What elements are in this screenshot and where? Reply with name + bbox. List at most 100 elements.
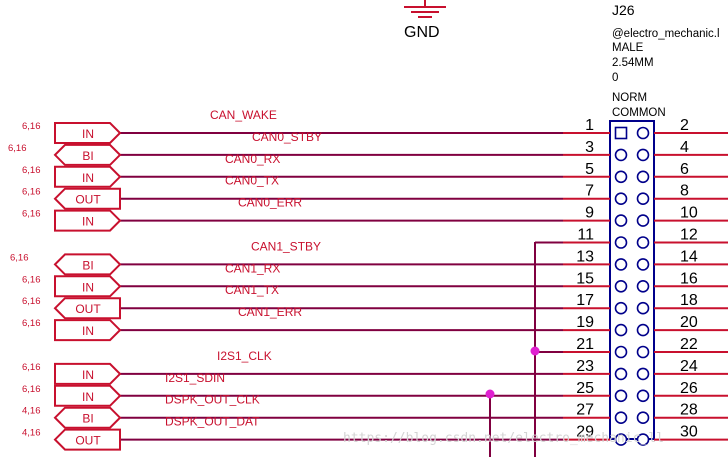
pin-number: 19 [576, 314, 594, 331]
port-symbol [54, 384, 122, 407]
connector-refdes: J26 [612, 2, 635, 18]
port-symbol [53, 143, 122, 166]
junction-dot [485, 389, 495, 399]
port-ref: 6,16 [22, 384, 41, 395]
pin-number: 14 [680, 248, 698, 265]
port-symbol [53, 428, 121, 451]
connector-attributes: J26 @electro_mechanic.l MALE 2.54MM 0 NO… [612, 2, 720, 119]
pin-hole [636, 367, 650, 381]
pin-hole [614, 301, 628, 315]
net-label: CAN1_ERR [238, 305, 302, 319]
pin-hole [636, 389, 650, 403]
connector-attr: NORM [612, 92, 647, 104]
pin-number: 4 [680, 139, 689, 156]
net-label: DSPK_OUT_DAT [165, 415, 260, 429]
pin-hole [636, 345, 650, 359]
pin-hole [636, 433, 650, 446]
pin-hole [614, 148, 628, 162]
pin-number: 7 [585, 183, 594, 200]
port-symbol [53, 253, 122, 276]
pin-hole [636, 258, 650, 271]
pin-number: 1 [585, 117, 594, 134]
pin-hole [636, 214, 650, 227]
net-label: CAN0_ERR [238, 196, 302, 210]
port-direction: IN [82, 171, 94, 185]
pin-number: 16 [680, 270, 698, 287]
port-direction: OUT [75, 302, 101, 316]
vertical-wires [485, 242, 540, 457]
port-direction: IN [82, 215, 94, 229]
pin-number: 10 [680, 205, 698, 222]
port-symbol [53, 187, 121, 210]
pin-number: 26 [680, 380, 698, 397]
net-label: CAN0_RX [225, 152, 280, 166]
pin-number: 28 [680, 402, 698, 419]
pin-number: 23 [576, 358, 594, 375]
port-direction: BI [82, 412, 93, 426]
port-ref: 6,16 [8, 143, 27, 154]
pin-number: 3 [585, 139, 594, 156]
pin-hole [614, 258, 628, 271]
pin-number: 30 [680, 424, 698, 441]
port-symbol [53, 297, 121, 320]
port-symbol [54, 122, 122, 144]
connector-attr: @electro_mechanic.l [612, 28, 720, 40]
pin-number: 24 [680, 358, 698, 375]
port-ref: 6,16 [22, 165, 41, 176]
port-direction: BI [82, 149, 93, 163]
pin-number: 18 [680, 292, 698, 309]
watermark: https://blog.csdn.net/electro_mechanic_l… [343, 431, 664, 446]
net-label: CAN_WAKE [210, 108, 277, 122]
pin-hole [614, 411, 628, 425]
pin-hole [636, 236, 650, 249]
pin-hole [614, 367, 628, 381]
pin-number: 17 [576, 292, 594, 309]
connector-attr: 0 [612, 72, 618, 84]
pin-number: 8 [680, 183, 689, 200]
port-direction: IN [82, 324, 94, 338]
port-direction: IN [82, 127, 94, 141]
pin-hole [636, 126, 650, 140]
pin-hole [636, 170, 650, 184]
port-ref: 4,16 [22, 406, 41, 417]
pin-number: 2 [680, 117, 689, 134]
pin-hole-square [614, 126, 628, 140]
connector-attr: 2.54MM [612, 57, 654, 69]
port-direction: OUT [75, 193, 101, 207]
pin-hole [636, 279, 650, 293]
pin-hole [636, 323, 650, 337]
port-symbol [54, 319, 122, 342]
port-symbol [54, 165, 122, 188]
connector-attr: COMMON [612, 107, 666, 119]
port-direction: IN [82, 368, 94, 382]
port-ref: 6,16 [22, 209, 41, 220]
net-label: CAN1_STBY [251, 239, 321, 253]
pin-number: 12 [680, 227, 698, 244]
port-ref: 6,16 [22, 121, 41, 132]
pin-number: 22 [680, 336, 698, 353]
port-ref: 6,16 [22, 318, 41, 329]
pin-hole [636, 411, 650, 425]
net-label: CAN0_TX [225, 174, 279, 188]
port-symbol [54, 362, 122, 385]
pin-hole [614, 170, 628, 184]
port-symbol [53, 406, 122, 429]
port-ref: 6,16 [22, 362, 41, 373]
pin-hole [614, 345, 628, 359]
pin-hole [614, 433, 628, 446]
port-symbol [54, 275, 122, 298]
port-direction: OUT [75, 434, 101, 448]
pin-number: 29 [576, 424, 594, 441]
port-ref: 6,16 [10, 252, 29, 263]
pin-hole [614, 214, 628, 227]
pin-hole [636, 301, 650, 315]
pin-hole [614, 279, 628, 293]
port-direction: IN [82, 390, 94, 404]
port-direction: IN [82, 280, 94, 294]
pin-hole [636, 148, 650, 162]
gnd-label: GND [404, 24, 440, 41]
pin-number: 21 [576, 336, 594, 353]
gnd-symbol: GND [404, 0, 446, 41]
net-label: CAN0_STBY [252, 130, 322, 144]
